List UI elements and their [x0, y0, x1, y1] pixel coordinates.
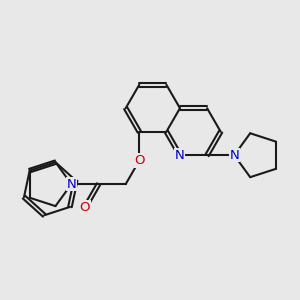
Text: N: N	[230, 149, 239, 162]
Text: O: O	[134, 154, 145, 167]
Text: O: O	[80, 201, 90, 214]
Text: N: N	[67, 178, 76, 191]
Text: N: N	[175, 149, 185, 162]
